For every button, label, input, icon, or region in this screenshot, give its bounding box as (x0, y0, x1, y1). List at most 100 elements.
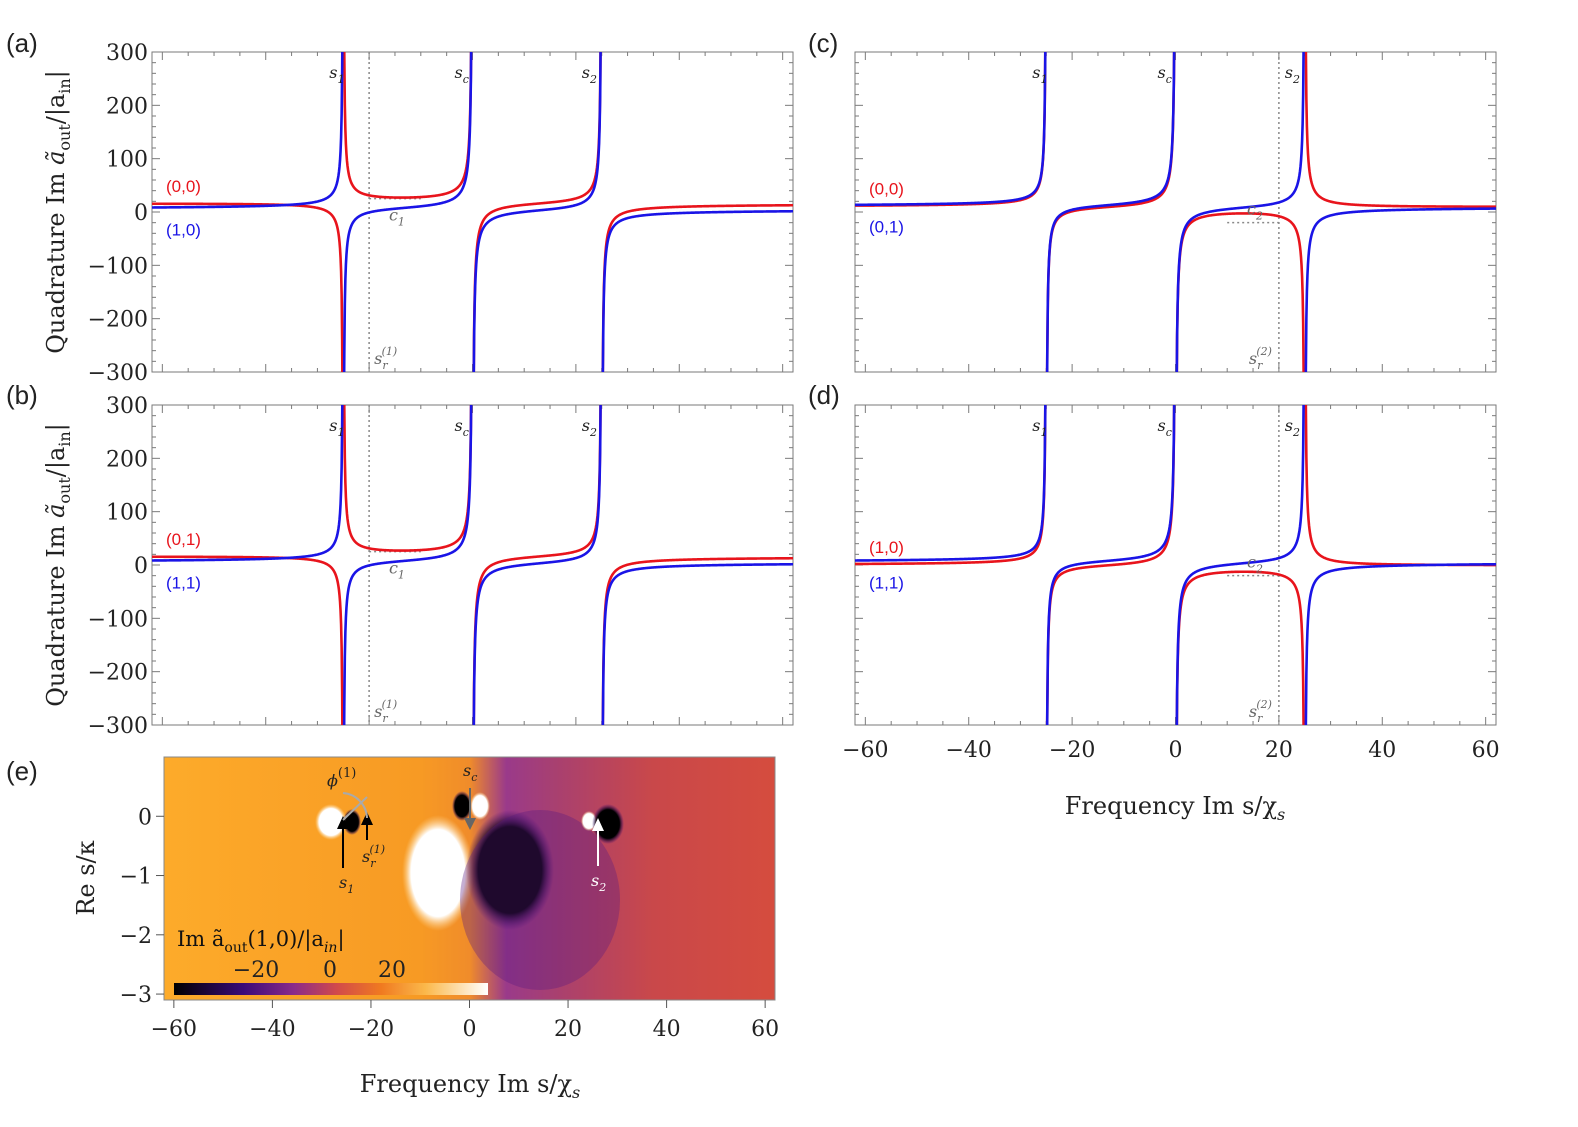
y-tick-label-a: 100 (106, 148, 148, 173)
sr-label-sup: (2) (1256, 698, 1272, 711)
sr-label-main: s (1249, 702, 1257, 721)
pole-label-main: s (1158, 416, 1166, 435)
svg-text:Quadrature Im ãout/|ain|: Quadrature Im ãout/|ain| (42, 70, 74, 354)
legend-red-b: (0,1) (166, 530, 201, 549)
e-x-tick-label: −40 (249, 1017, 295, 1042)
pole-label-sub: c (463, 426, 469, 439)
y-tick-label-a: −100 (88, 254, 148, 279)
e-x-tick-label: 60 (751, 1017, 779, 1042)
sr-label-sup: (1) (382, 698, 398, 711)
pole-label-sub: c (463, 73, 469, 86)
series-red-d (855, 405, 1496, 725)
panel-e-axes: −60 −40 −20 0 20 40 60 −3 −2 −1 0 (120, 805, 780, 1042)
pole-label-s1-b: s1 (329, 416, 344, 439)
pole-label-main: s (1032, 416, 1040, 435)
xlabel-right: Frequency Im s/χs (1065, 792, 1285, 824)
e-label-s2: s2 (591, 871, 606, 894)
sr-label-sup: (1) (382, 345, 398, 358)
plot-area-b (152, 405, 793, 725)
pole-label-sc-a: sc (455, 63, 469, 86)
pole-label-sub: 2 (589, 73, 597, 86)
legend-red-d: (1,0) (869, 538, 904, 557)
pole-label-sub: 1 (337, 73, 344, 86)
pole-label-main: s (1032, 63, 1040, 82)
y-tick-label-b: 100 (106, 501, 148, 526)
y-tick-label-b: 0 (134, 554, 148, 579)
c-label-sub: 2 (1255, 210, 1263, 223)
e-y-tick-label: −2 (120, 924, 152, 949)
e-y-tick-label: −1 (120, 865, 152, 890)
e-x-tick-label: 0 (463, 1017, 477, 1042)
y-tick-label-b: −300 (88, 714, 148, 739)
legend-red-a: (0,0) (166, 177, 201, 196)
e-label-sr1: sr(1) (362, 843, 385, 870)
e-x-tick-label: 40 (653, 1017, 681, 1042)
x-tick-label-d: −20 (1049, 738, 1095, 763)
legend-blue-b: (1,1) (166, 573, 201, 592)
series-blue-d (855, 405, 1496, 725)
heatmap-white-lobe-center (402, 815, 474, 931)
pole-label-sub: 1 (337, 426, 344, 439)
panel-e: −60 −40 −20 0 20 40 60 −3 −2 −1 0 ϕ(1) s1 sr(1) sc… (72, 756, 780, 1102)
e-x-tick-label: −60 (151, 1017, 197, 1042)
series-blue-b (152, 405, 793, 725)
colorbar-tick-0: 0 (323, 958, 337, 983)
y-tick-label-b: 200 (106, 447, 148, 472)
x-tick-label-d: 0 (1169, 738, 1183, 763)
y-tick-label-b: −200 (88, 661, 148, 686)
e-xlabel: Frequency Im s/χs (360, 1070, 580, 1102)
pole-label-main: s (455, 416, 463, 435)
pole-label-main: s (1285, 416, 1293, 435)
e-y-tick-label: 0 (138, 805, 152, 830)
pole-label-sub: c (1166, 73, 1172, 86)
arrow-s2-head (592, 818, 604, 831)
plot-area-d (855, 405, 1496, 725)
heatmap-purple-halo (460, 810, 620, 990)
pole-label-sub: 1 (1040, 426, 1047, 439)
sr-label-a: sr(1) (374, 345, 397, 372)
pole-label-s1-c: s1 (1032, 63, 1047, 86)
pole-label-main: s (582, 63, 590, 82)
phase-arc (342, 792, 368, 819)
plot-area-a (152, 52, 793, 372)
sr-label-main: s (1249, 349, 1257, 368)
c-label-b: c1 (389, 559, 405, 582)
sr-label-sup: (2) (1256, 345, 1272, 358)
y-tick-label-b: 300 (106, 394, 148, 419)
c-label-sub: 1 (398, 569, 405, 582)
c-label-main: c (1247, 553, 1256, 572)
series-blue-c (855, 52, 1496, 372)
x-tick-label-d: −40 (946, 738, 992, 763)
pole-label-main: s (1158, 63, 1166, 82)
pole-label-main: s (455, 63, 463, 82)
e-x-tick-label: 20 (554, 1017, 582, 1042)
colorbar-tick-neg20: −20 (233, 958, 279, 983)
pole-label-s1-d: s1 (1032, 416, 1047, 439)
e-label-s1: s1 (339, 873, 354, 896)
legend-red-c: (0,0) (869, 180, 904, 199)
pole-label-sub: 2 (589, 426, 597, 439)
sr-label-b: sr(1) (374, 698, 397, 725)
e-y-tick-label: −3 (120, 983, 152, 1008)
x-tick-label-d: 60 (1472, 738, 1500, 763)
c-label-sub: 1 (398, 216, 405, 229)
colorbar-tick-20: 20 (378, 958, 406, 983)
sr-label-sub: r (382, 712, 388, 725)
pole-label-main: s (582, 416, 590, 435)
svg-text:Re s/κ: Re s/κ (72, 840, 100, 915)
series-red-a (152, 52, 793, 372)
c-label-main: c (389, 206, 398, 225)
heatmap-white-lobe-s1 (315, 804, 347, 840)
pole-label-sub: 1 (1040, 73, 1047, 86)
heatmap-white-lobe-sc (470, 792, 490, 820)
c-label-main: c (389, 559, 398, 578)
pole-label-sub: c (1166, 426, 1172, 439)
y-tick-label-a: 200 (106, 94, 148, 119)
panel-label-c: (c) (808, 28, 838, 58)
y-tick-label-a: −300 (88, 361, 148, 386)
ylabel-b: Quadrature Im ãout/|ain| (42, 423, 74, 707)
